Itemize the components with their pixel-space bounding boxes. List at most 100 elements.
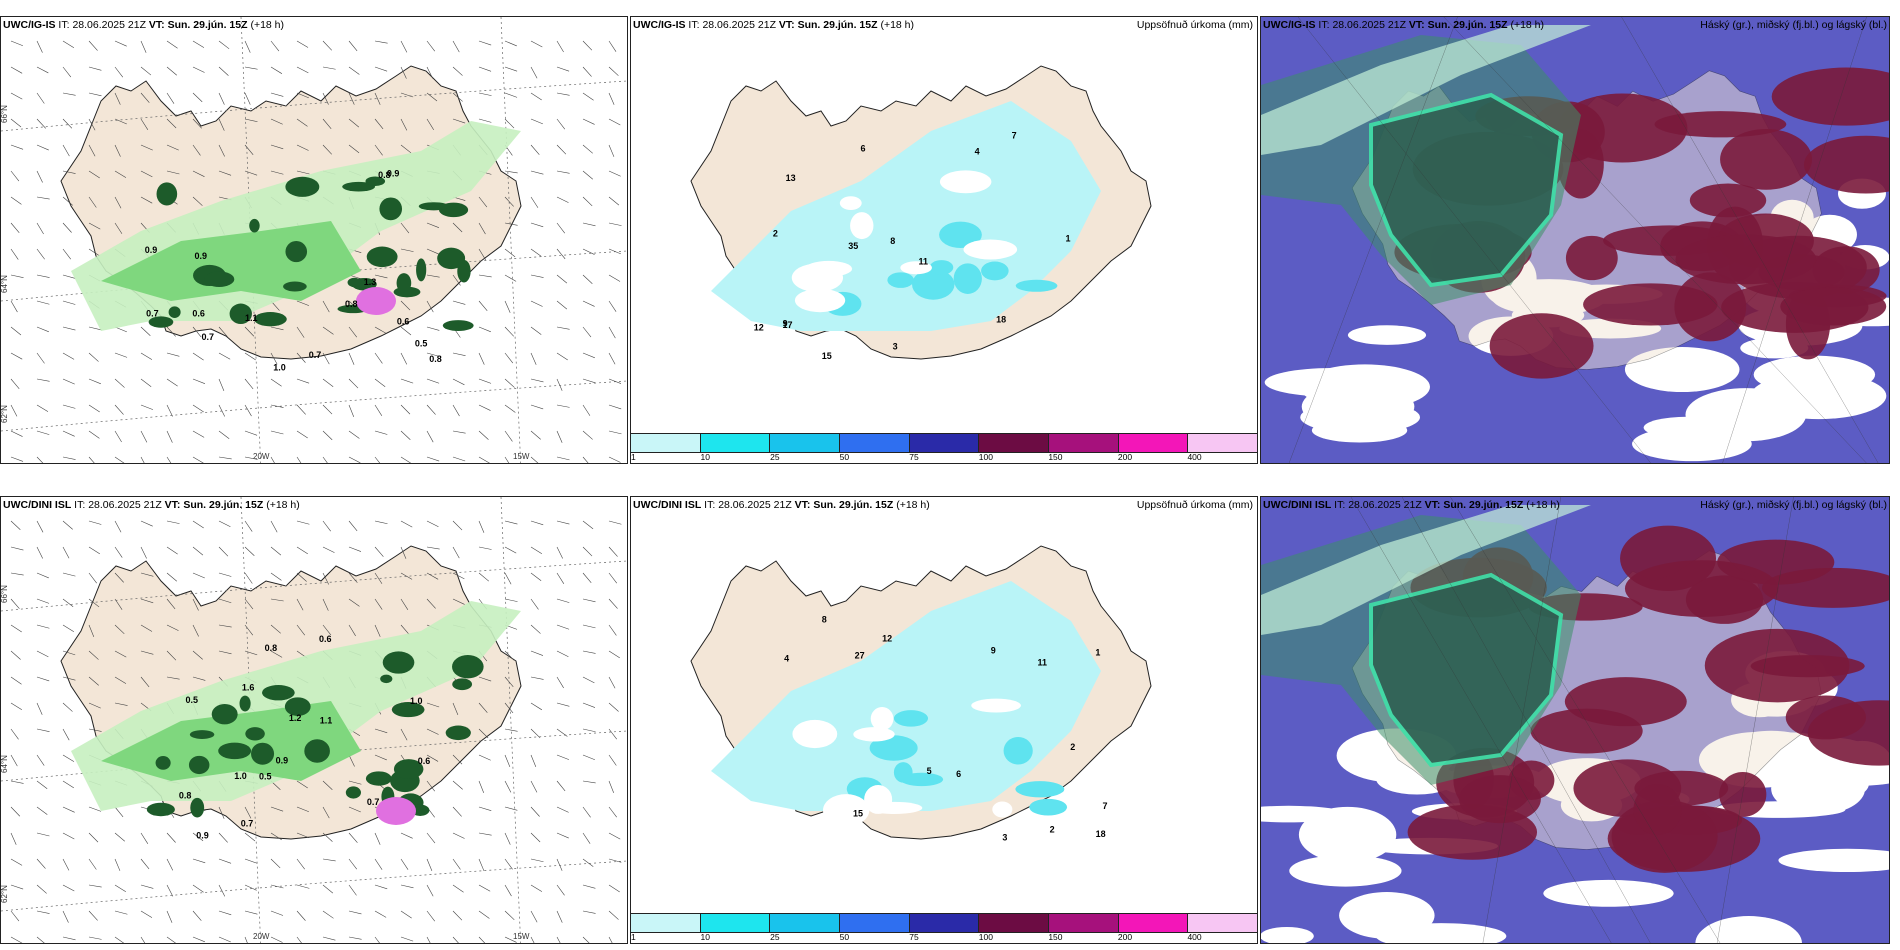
wind-barb	[166, 404, 173, 417]
precip-area-extreme	[376, 797, 416, 825]
wind-barb	[270, 170, 284, 175]
wind-barb	[478, 456, 491, 463]
wind-barb	[348, 40, 358, 52]
legend-tick-label: 50	[839, 932, 850, 942]
map-group	[1261, 17, 1889, 463]
wind-barb	[88, 806, 102, 812]
wind-barb	[608, 92, 615, 105]
wind-barb	[192, 546, 204, 556]
wind-barb	[114, 598, 123, 610]
wind-barb	[530, 66, 538, 79]
glacier-area	[794, 288, 846, 313]
legend-swatch	[979, 434, 1050, 452]
legend-swatches	[631, 913, 1257, 933]
wind-barb	[556, 546, 563, 559]
map-accum-1: 2 3 4 1 6 7 8 9 11 12 13 15 17 18 35	[690, 65, 1152, 361]
wind-barb	[10, 754, 18, 767]
wind-barb	[400, 520, 413, 528]
wind-barb	[296, 378, 310, 384]
wind-barb	[374, 546, 384, 557]
accum-value-label: 1	[1095, 648, 1100, 658]
legend-swatch	[979, 914, 1050, 932]
precip-area-heavy	[146, 802, 175, 817]
wind-barb	[322, 598, 329, 611]
wind-barb	[296, 300, 310, 306]
wind-barb	[400, 572, 413, 580]
wind-barb	[556, 572, 565, 584]
wind-barb	[452, 222, 463, 233]
wind-barb	[426, 858, 433, 871]
wind-barb	[192, 456, 205, 463]
wind-barb	[10, 676, 22, 685]
lat-label: 62°N	[1, 405, 9, 423]
precip-value-label: 1.2	[289, 713, 302, 723]
wind-barb	[608, 806, 617, 818]
precip-area-heavy	[262, 685, 295, 701]
wind-barb	[296, 118, 308, 127]
wind-barb	[88, 144, 96, 157]
wind-barb	[348, 326, 358, 338]
wind-barb	[478, 520, 485, 533]
wind-barb	[36, 326, 49, 333]
panel-header: UWC/DINI ISL IT: 28.06.2025 21Z VT: Sun.…	[633, 499, 1255, 515]
wind-barb	[400, 222, 410, 234]
wind-barb	[400, 430, 411, 440]
wind-barb	[582, 806, 591, 818]
wind-barb	[530, 598, 539, 610]
wind-barb	[426, 910, 436, 922]
wind-barb	[556, 624, 570, 630]
precip-value-label: 0.7	[367, 797, 380, 807]
precip-value-label: 0.6	[397, 316, 410, 326]
legend-tick-label: 150	[1048, 932, 1063, 942]
wind-barb	[452, 702, 459, 715]
wind-barb	[504, 196, 514, 207]
wind-barb	[192, 520, 204, 529]
wind-barb	[400, 936, 414, 942]
graticule-line	[1288, 17, 1458, 463]
precip-area-heavy	[365, 176, 386, 186]
wind-barb	[270, 40, 280, 52]
wind-barb	[608, 858, 622, 863]
legend-swatch	[700, 434, 771, 452]
wind-barb	[166, 884, 174, 897]
wind-barb	[36, 780, 48, 789]
wind-barb	[556, 66, 570, 72]
wind-barb	[10, 326, 22, 336]
panel-title: Háský (gr.), miðský (fj.bl.) og lágský (…	[1700, 19, 1887, 31]
legend-swatch	[1049, 434, 1119, 452]
wind-barb	[192, 650, 203, 660]
wind-barb	[556, 92, 570, 96]
wind-barb	[374, 598, 383, 610]
wind-barb	[582, 520, 594, 530]
wind-barb	[62, 572, 76, 577]
wind-barb	[374, 404, 383, 416]
wind-barb	[530, 754, 537, 767]
wind-barb	[452, 546, 460, 559]
wind-barb	[62, 546, 70, 559]
legend-tick-label: 50	[839, 452, 850, 462]
wind-barb	[296, 170, 310, 175]
panel-title: Uppsöfnuð úrkoma (mm)	[1136, 19, 1253, 31]
wind-barb	[504, 728, 518, 732]
clear-sky-patch	[1289, 855, 1402, 887]
precip-area-heavy	[416, 258, 427, 282]
legend-swatch	[840, 914, 910, 932]
vt-label: VT:	[1424, 499, 1441, 511]
wind-barb	[504, 456, 513, 463]
wind-barb	[582, 170, 593, 180]
wind-barb	[166, 352, 180, 357]
lead-time: (+18 h)	[896, 499, 930, 511]
wind-barb	[322, 378, 334, 387]
map-group	[1261, 497, 1889, 943]
wind-barb	[10, 780, 24, 784]
wind-barb	[608, 624, 617, 636]
precip-area-heavy	[345, 786, 361, 799]
wind-barb	[530, 936, 538, 943]
wind-barb	[218, 884, 226, 897]
wind-barb	[244, 858, 258, 864]
wind-barb	[166, 430, 173, 443]
wind-barb	[452, 300, 466, 305]
wind-barb	[400, 404, 411, 415]
lead-time: (+18 h)	[250, 19, 285, 31]
cloud-high-edge	[1261, 505, 1591, 635]
